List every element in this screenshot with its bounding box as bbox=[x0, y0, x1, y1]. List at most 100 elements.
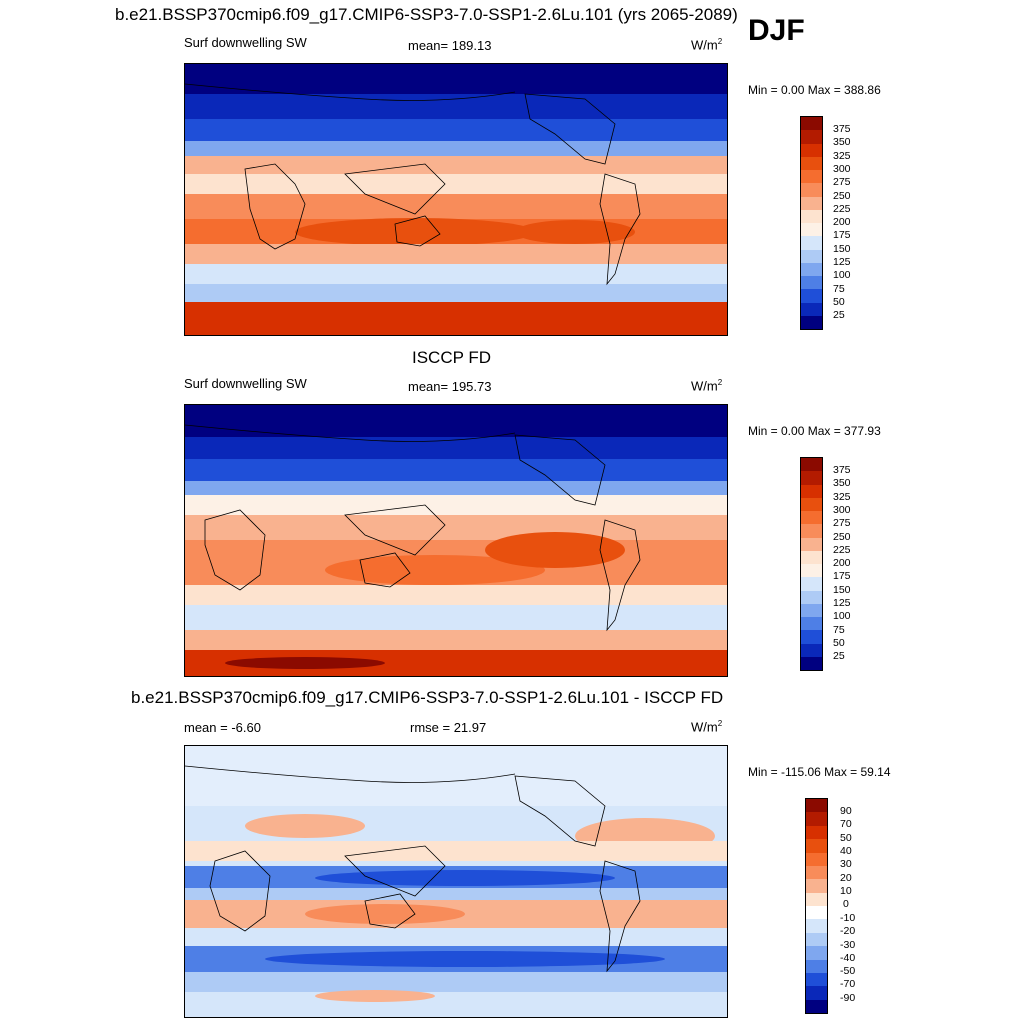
panel2-units: W/m2 bbox=[691, 378, 723, 394]
panel3-colorbar-label: -20 bbox=[840, 925, 856, 937]
panel3-colorbar-label: 30 bbox=[840, 858, 852, 870]
panel2-colorbar-bin bbox=[801, 590, 822, 604]
panel1-colorbar-label: 275 bbox=[833, 176, 851, 188]
panel1-colorbar-label: 100 bbox=[833, 269, 851, 281]
panel3-colorbar-label: -10 bbox=[840, 912, 856, 924]
panel2-colorbar-label: 250 bbox=[833, 531, 851, 543]
panel2-minmax: Min = 0.00 Max = 377.93 bbox=[748, 424, 881, 438]
panel2-colorbar-bin bbox=[801, 630, 822, 644]
panel1-colorbar-label: 375 bbox=[833, 123, 851, 135]
panel1-colorbar-bin bbox=[801, 156, 822, 170]
panel3-colorbar-bin bbox=[806, 919, 827, 933]
panel1-units: W/m2 bbox=[691, 37, 723, 53]
panel3-map-field bbox=[185, 746, 727, 1017]
panel2-colorbar bbox=[800, 457, 823, 671]
panel2-colorbar-bin bbox=[801, 458, 822, 472]
panel1-colorbar bbox=[800, 116, 823, 330]
panel1-title: b.e21.BSSP370cmip6.f09_g17.CMIP6-SSP3-7.… bbox=[115, 5, 738, 24]
panel3-rmse-label: rmse = 21.97 bbox=[410, 720, 487, 735]
panel2-colorbar-label: 325 bbox=[833, 491, 851, 503]
panel3-colorbar bbox=[805, 798, 828, 1014]
panel2-map-field bbox=[185, 405, 727, 676]
panel1-colorbar-bin bbox=[801, 223, 822, 237]
panel2-colorbar-label: 150 bbox=[833, 584, 851, 596]
panel3-colorbar-label: 10 bbox=[840, 885, 852, 897]
panel3-colorbar-label: 70 bbox=[840, 818, 852, 830]
panel1-colorbar-label: 250 bbox=[833, 190, 851, 202]
panel2-colorbar-label: 375 bbox=[833, 464, 851, 476]
panel3-colorbar-bin bbox=[806, 959, 827, 973]
panel3-colorbar-bin bbox=[806, 799, 827, 813]
panel3-colorbar-label: 90 bbox=[840, 805, 852, 817]
panel3-units: W/m2 bbox=[691, 719, 723, 735]
panel1-colorbar-bin bbox=[801, 236, 822, 250]
panel1-colorbar-bin bbox=[801, 196, 822, 210]
panel1-colorbar-bin bbox=[801, 289, 822, 303]
panel2-colorbar-bin bbox=[801, 471, 822, 485]
panel3-colorbar-bin bbox=[806, 906, 827, 920]
panel2-colorbar-bin bbox=[801, 643, 822, 657]
panel1-colorbar-bin bbox=[801, 117, 822, 131]
panel2-colorbar-bin bbox=[801, 564, 822, 578]
panel2-mean-label: mean= 195.73 bbox=[408, 379, 492, 394]
panel3-title: b.e21.BSSP370cmip6.f09_g17.CMIP6-SSP3-7.… bbox=[131, 688, 724, 707]
panel3-colorbar-bin bbox=[806, 839, 827, 853]
panel1-colorbar-label: 325 bbox=[833, 150, 851, 162]
panel1-colorbar-bin bbox=[801, 276, 822, 290]
panel2-colorbar-label: 300 bbox=[833, 504, 851, 516]
panel1-colorbar-label: 125 bbox=[833, 256, 851, 268]
panel1-colorbar-bin bbox=[801, 302, 822, 316]
panel2-colorbar-bin bbox=[801, 511, 822, 525]
panel3-colorbar-bin bbox=[806, 999, 827, 1013]
panel1-colorbar-bin bbox=[801, 315, 822, 329]
panel2-variable-label: Surf downwelling SW bbox=[184, 376, 307, 391]
panel2-colorbar-bin bbox=[801, 524, 822, 538]
panel1-colorbar-label: 50 bbox=[833, 296, 845, 308]
panel1-colorbar-label: 300 bbox=[833, 163, 851, 175]
panel1-colorbar-bin bbox=[801, 249, 822, 263]
panel1-colorbar-bin bbox=[801, 170, 822, 184]
panel3-colorbar-bin bbox=[806, 879, 827, 893]
panel1-colorbar-label: 225 bbox=[833, 203, 851, 215]
season-label: DJF bbox=[748, 14, 805, 47]
panel2-colorbar-label: 125 bbox=[833, 597, 851, 609]
panel1-colorbar-bin bbox=[801, 262, 822, 276]
panel2-colorbar-label: 225 bbox=[833, 544, 851, 556]
panel3-colorbar-bin bbox=[806, 932, 827, 947]
panel1-colorbar-bin bbox=[801, 143, 822, 157]
panel3-colorbar-bin bbox=[806, 865, 827, 880]
panel2-colorbar-label: 50 bbox=[833, 637, 845, 649]
panel3-colorbar-label: 50 bbox=[840, 832, 852, 844]
panel3-colorbar-label: -40 bbox=[840, 952, 856, 964]
panel3-colorbar-bin bbox=[806, 946, 827, 960]
panel1-colorbar-bin bbox=[801, 209, 822, 223]
panel1-minmax: Min = 0.00 Max = 388.86 bbox=[748, 83, 881, 97]
panel3-colorbar-bin bbox=[806, 892, 827, 906]
panel1-colorbar-bin bbox=[801, 130, 822, 144]
panel3-colorbar-label: 40 bbox=[840, 845, 852, 857]
panel2-colorbar-bin bbox=[801, 617, 822, 631]
panel2-colorbar-bin bbox=[801, 656, 822, 670]
panel1-colorbar-label: 350 bbox=[833, 136, 851, 148]
panel2-colorbar-label: 275 bbox=[833, 517, 851, 529]
panel2-colorbar-label: 200 bbox=[833, 557, 851, 569]
panel1-colorbar-label: 200 bbox=[833, 216, 851, 228]
panel1-colorbar-label: 75 bbox=[833, 283, 845, 295]
panel3-colorbar-label: -30 bbox=[840, 939, 856, 951]
panel1-map-field bbox=[185, 64, 727, 335]
panel3-colorbar-bin bbox=[806, 972, 827, 987]
panel3-colorbar-bin bbox=[806, 852, 827, 866]
panel2-map bbox=[184, 404, 728, 677]
panel3-colorbar-bin bbox=[806, 812, 827, 826]
panel2-colorbar-bin bbox=[801, 603, 822, 617]
panel1-mean-label: mean= 189.13 bbox=[408, 38, 492, 53]
panel1-colorbar-label: 150 bbox=[833, 243, 851, 255]
panel3-colorbar-label: 0 bbox=[843, 898, 849, 910]
panel1-colorbar-bin bbox=[801, 183, 822, 197]
panel2-colorbar-bin bbox=[801, 497, 822, 511]
panel2-colorbar-label: 75 bbox=[833, 624, 845, 636]
panel2-colorbar-label: 350 bbox=[833, 477, 851, 489]
panel2-colorbar-label: 25 bbox=[833, 650, 845, 662]
panel2-colorbar-label: 100 bbox=[833, 610, 851, 622]
panel2-title: ISCCP FD bbox=[412, 348, 492, 367]
